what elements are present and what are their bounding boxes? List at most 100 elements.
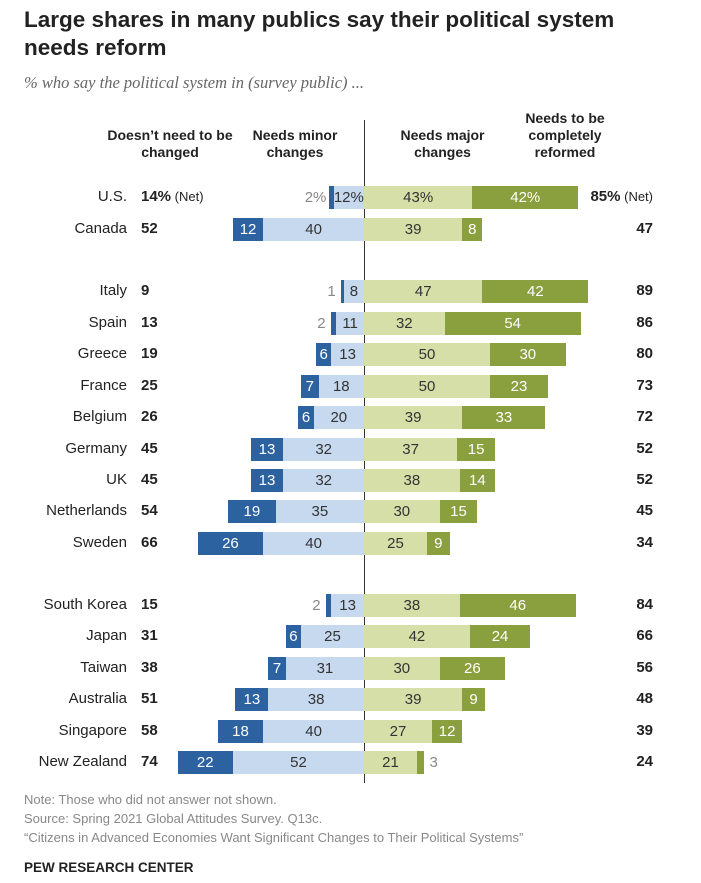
bar-major: 37 [364,438,458,461]
bar-major: 30 [364,500,440,523]
net-left-value: 58 [141,722,158,739]
bar-label-outside: 2% [304,189,327,206]
net-left-value: 9 [141,282,150,299]
bar-complete: 54 [444,312,581,335]
net-right-value: 52 [636,440,653,457]
net-left-value: 15 [141,596,158,613]
bar-complete: 42% [472,186,579,209]
net-left-value: 13 [141,314,158,331]
bar-no-change [331,312,337,335]
net-left-value: 25 [141,377,158,394]
bar-major: 38 [364,469,460,492]
country-label: U.S. [97,188,127,205]
bar-complete: 8 [462,218,483,241]
net-left-value: 26 [141,408,158,425]
bar-minor: 32 [283,469,364,492]
bar-complete: 42 [482,280,589,303]
bar-major: 38 [364,594,460,617]
header-complete: Needs to be completely reformed [525,110,605,160]
bar-minor: 38 [268,688,364,711]
bar-label-outside: 2 [312,597,321,614]
net-left-value: 38 [141,659,158,676]
bar-complete: 46 [459,594,576,617]
net-suffix: (Net) [620,189,653,204]
country-label: Italy [99,282,127,299]
bar-minor: 12% [333,186,364,209]
bar-label-outside: 1 [327,283,336,300]
bar-minor: 13 [331,594,364,617]
bar-complete: 12 [432,720,463,743]
header-no-change: Doesn’t need to be changed [107,127,233,160]
country-label: Germany [65,440,127,457]
country-label: Singapore [58,722,127,739]
net-right-value: 89 [636,282,653,299]
bar-major: 32 [364,312,445,335]
bar-minor: 35 [275,500,364,523]
bar-complete [416,751,425,774]
country-label: Sweden [72,534,127,551]
bar-major: 27 [364,720,433,743]
net-right-value: 24 [636,753,653,770]
bar-major: 39 [364,406,463,429]
bar-major: 39 [364,688,463,711]
bar-minor: 31 [285,657,364,680]
bar-no-change: 6 [285,625,301,648]
bar-no-change [341,280,344,303]
bar-no-change: 6 [298,406,314,429]
bar-complete: 33 [462,406,546,429]
bar-major: 39 [364,218,463,241]
bar-no-change: 18 [217,720,264,743]
bar-major: 43% [364,186,473,209]
country-label: South Korea [43,596,127,613]
net-right-value: 48 [636,690,653,707]
bar-major: 42 [364,625,470,648]
net-right-value: 80 [636,345,653,362]
net-right-value: 34 [636,534,653,551]
bar-complete: 15 [439,500,478,523]
header-major: Needs major changes [400,127,485,160]
bar-complete: 26 [439,657,506,680]
bar-complete: 9 [427,532,450,555]
bar-no-change: 13 [235,688,269,711]
bar-minor: 25 [301,625,364,648]
bar-complete: 30 [490,343,566,366]
net-left-value: 31 [141,627,158,644]
bar-minor: 40 [263,218,364,241]
net-right-value: 66 [636,627,653,644]
country-label: Spain [88,314,127,331]
bar-no-change: 19 [227,500,276,523]
bar-no-change: 7 [301,375,319,398]
country-label: Canada [74,220,127,237]
bar-no-change: 22 [177,751,233,774]
bar-complete: 15 [457,438,496,461]
net-left-value: 66 [141,534,158,551]
bar-minor: 40 [263,532,364,555]
net-left-value: 51 [141,690,158,707]
bar-no-change: 13 [250,469,284,492]
country-label: Netherlands [46,502,127,519]
bar-complete: 23 [490,375,548,398]
net-left-value: 19 [141,345,158,362]
bar-label-outside: 2 [317,315,326,332]
net-suffix: (Net) [171,189,204,204]
net-right-value: 86 [636,314,653,331]
bar-minor: 40 [263,720,364,743]
net-right-value: 73 [636,377,653,394]
net-left-value: 52 [141,220,158,237]
net-right-value: 45 [636,502,653,519]
source: Source: Spring 2021 Global Attitudes Sur… [24,811,323,826]
country-label: Japan [86,627,127,644]
net-right-value: 52 [636,471,653,488]
bar-no-change: 7 [268,657,286,680]
bar-no-change: 12 [232,218,264,241]
header-minor: Needs minor changes [252,127,338,160]
bar-minor: 52 [232,751,364,774]
country-label: Australia [68,690,127,707]
net-right-value: 39 [636,722,653,739]
country-label: France [80,377,127,394]
bar-major: 50 [364,375,490,398]
net-left-value: 45 [141,440,158,457]
country-label: New Zealand [38,753,127,770]
net-left-value: 45 [141,471,158,488]
